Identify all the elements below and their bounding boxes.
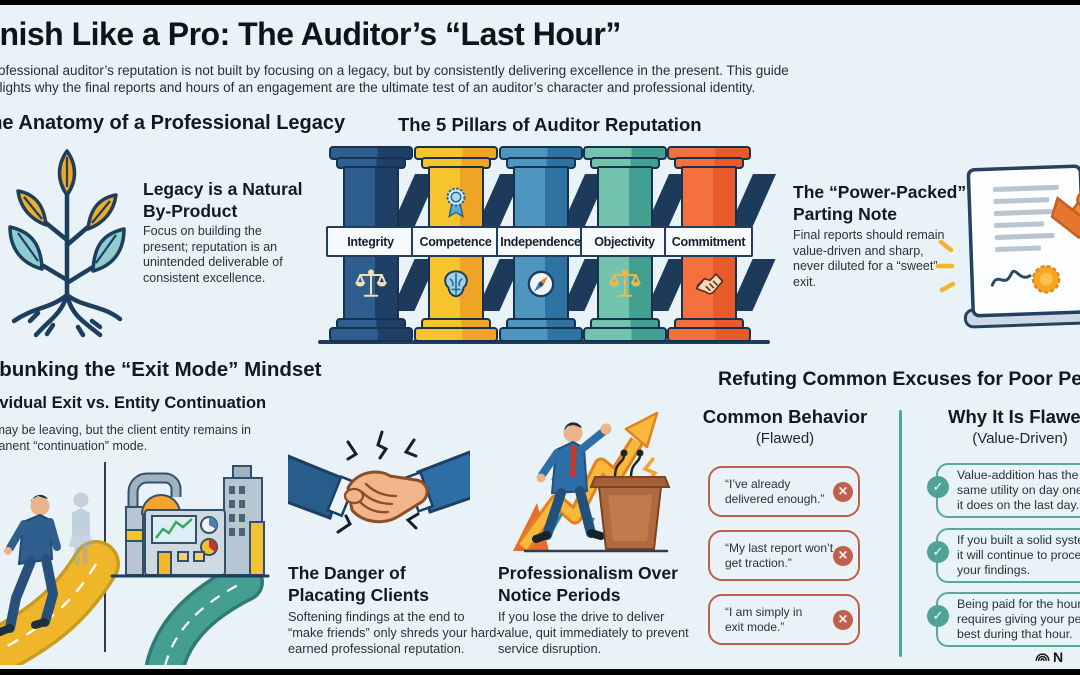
pillar-competence: Competence — [411, 146, 524, 342]
check-icon: ✓ — [927, 541, 949, 563]
podium-growth-illustration — [513, 411, 671, 553]
page-title: Finish Like a Pro: The Auditor’s “Last H… — [0, 16, 621, 52]
diverging-roads-illustration — [0, 462, 270, 665]
pillar-label-independence: Independence — [496, 226, 585, 257]
letterbox-bottom — [0, 669, 1080, 675]
individual-vs-entity-heading: Individual Exit vs. Entity Continuation — [0, 394, 267, 412]
common-behavior-column-subtitle: (Flawed) — [755, 430, 815, 447]
handshake-icon — [691, 266, 727, 302]
excuse-item: “I’ve already delivered enough.” × — [708, 466, 860, 517]
x-icon: × — [833, 609, 853, 630]
pillar-label-objectivity: Objectivity — [580, 226, 669, 257]
excuse-text: “I’ve already delivered enough.” — [725, 476, 825, 506]
pillar-independence: Independence — [496, 146, 609, 342]
medal-icon — [439, 184, 473, 222]
rebuttal-item: ✓ Being paid for the hour requires givin… — [927, 592, 1080, 647]
legacy-card-title: Legacy is a Natural By-Product — [143, 179, 303, 221]
parting-note-title: The “Power-Packed” Parting Note — [793, 182, 967, 224]
swirl-n-icon — [1035, 652, 1050, 661]
legacy-section-heading: The Anatomy of a Professional Legacy — [0, 112, 346, 134]
rebuttal-item: ✓ If you built a solid system, it will c… — [927, 528, 1080, 583]
pillar-label-competence: Competence — [411, 226, 500, 257]
pillar-label-integrity: Integrity — [326, 226, 415, 257]
column-divider — [899, 410, 902, 657]
legacy-card-body: Focus on building the present; reputatio… — [143, 224, 283, 285]
professionalism-title: Professionalism Over Notice Periods — [498, 563, 678, 605]
pillar-integrity: Integrity — [326, 146, 439, 342]
rebuttal-text: Value-addition has the same utility on d… — [957, 468, 1080, 512]
refuting-heading: Refuting Common Excuses for Poor Perform… — [718, 368, 1080, 390]
x-icon: × — [833, 481, 853, 502]
excuse-text: “I am simply in exit mode.” — [725, 604, 803, 634]
individual-vs-entity-body: You may be leaving, but the client entit… — [0, 423, 251, 453]
danger-body: Softening findings at the end to “make f… — [288, 609, 501, 656]
compass-icon — [523, 266, 559, 302]
page-subtitle-line2: highlights why the final reports and hou… — [0, 80, 756, 95]
check-icon: ✓ — [927, 476, 949, 498]
rebuttal-text: Being paid for the hour requires giving … — [957, 597, 1080, 641]
watermark: N — [1035, 649, 1063, 665]
scales-icon — [607, 266, 643, 302]
excuse-text: “My last report won’t get traction.” — [725, 540, 834, 570]
plant-roots-icon — [8, 149, 126, 338]
professionalism-body: If you lose the drive to deliver value, … — [498, 609, 689, 656]
parting-note-body: Final reports should remain value-driven… — [793, 228, 945, 289]
brain-icon — [438, 266, 474, 302]
rebuttal-item: ✓ Value-addition has the same utility on… — [927, 463, 1080, 518]
check-icon: ✓ — [927, 605, 949, 627]
rebuttal-text: If you built a solid system, it will con… — [957, 533, 1080, 577]
watermark-letter: N — [1053, 649, 1064, 665]
x-icon: × — [833, 545, 853, 566]
scales-icon — [353, 266, 389, 302]
pillar-objectivity: Objectivity — [580, 146, 693, 342]
pillars-section-heading: The 5 Pillars of Auditor Reputation — [398, 114, 702, 135]
excuse-item: “My last report won’t get traction.” × — [708, 530, 860, 581]
exit-mindset-heading: Debunking the “Exit Mode” Mindset — [0, 358, 322, 381]
page-subtitle-line1: A professional auditor’s reputation is n… — [0, 63, 789, 78]
excuse-item: “I am simply in exit mode.” × — [708, 594, 860, 645]
common-behavior-column-title: Common Behavior — [702, 406, 868, 427]
pillars-ground-line — [318, 340, 770, 344]
letterbox-top — [0, 0, 1080, 5]
pillar-label-commitment: Commitment — [664, 226, 753, 257]
why-flawed-column-title: Why It Is Flawed — [948, 406, 1080, 427]
handshake-illustration — [288, 430, 470, 534]
danger-title: The Danger of Placating Clients — [288, 563, 430, 605]
pillar-commitment: Commitment — [664, 146, 777, 342]
stamped-report-icon — [935, 164, 1080, 329]
why-flawed-column-subtitle: (Value-Driven) — [972, 430, 1068, 447]
